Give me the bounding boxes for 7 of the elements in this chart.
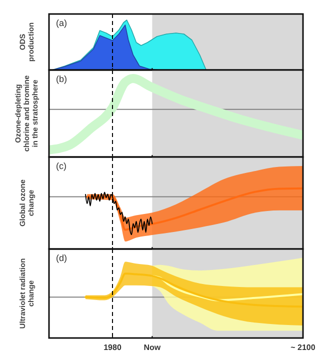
x-tick-label: 1980 xyxy=(104,343,122,352)
x-tick-label: ~ 2100 xyxy=(290,343,316,352)
text: (c) xyxy=(56,161,66,171)
text: (d) xyxy=(56,253,67,263)
x-tick-label: Now xyxy=(144,343,162,352)
annotation: (b) xyxy=(56,74,67,84)
annotation: (a) xyxy=(56,18,67,28)
